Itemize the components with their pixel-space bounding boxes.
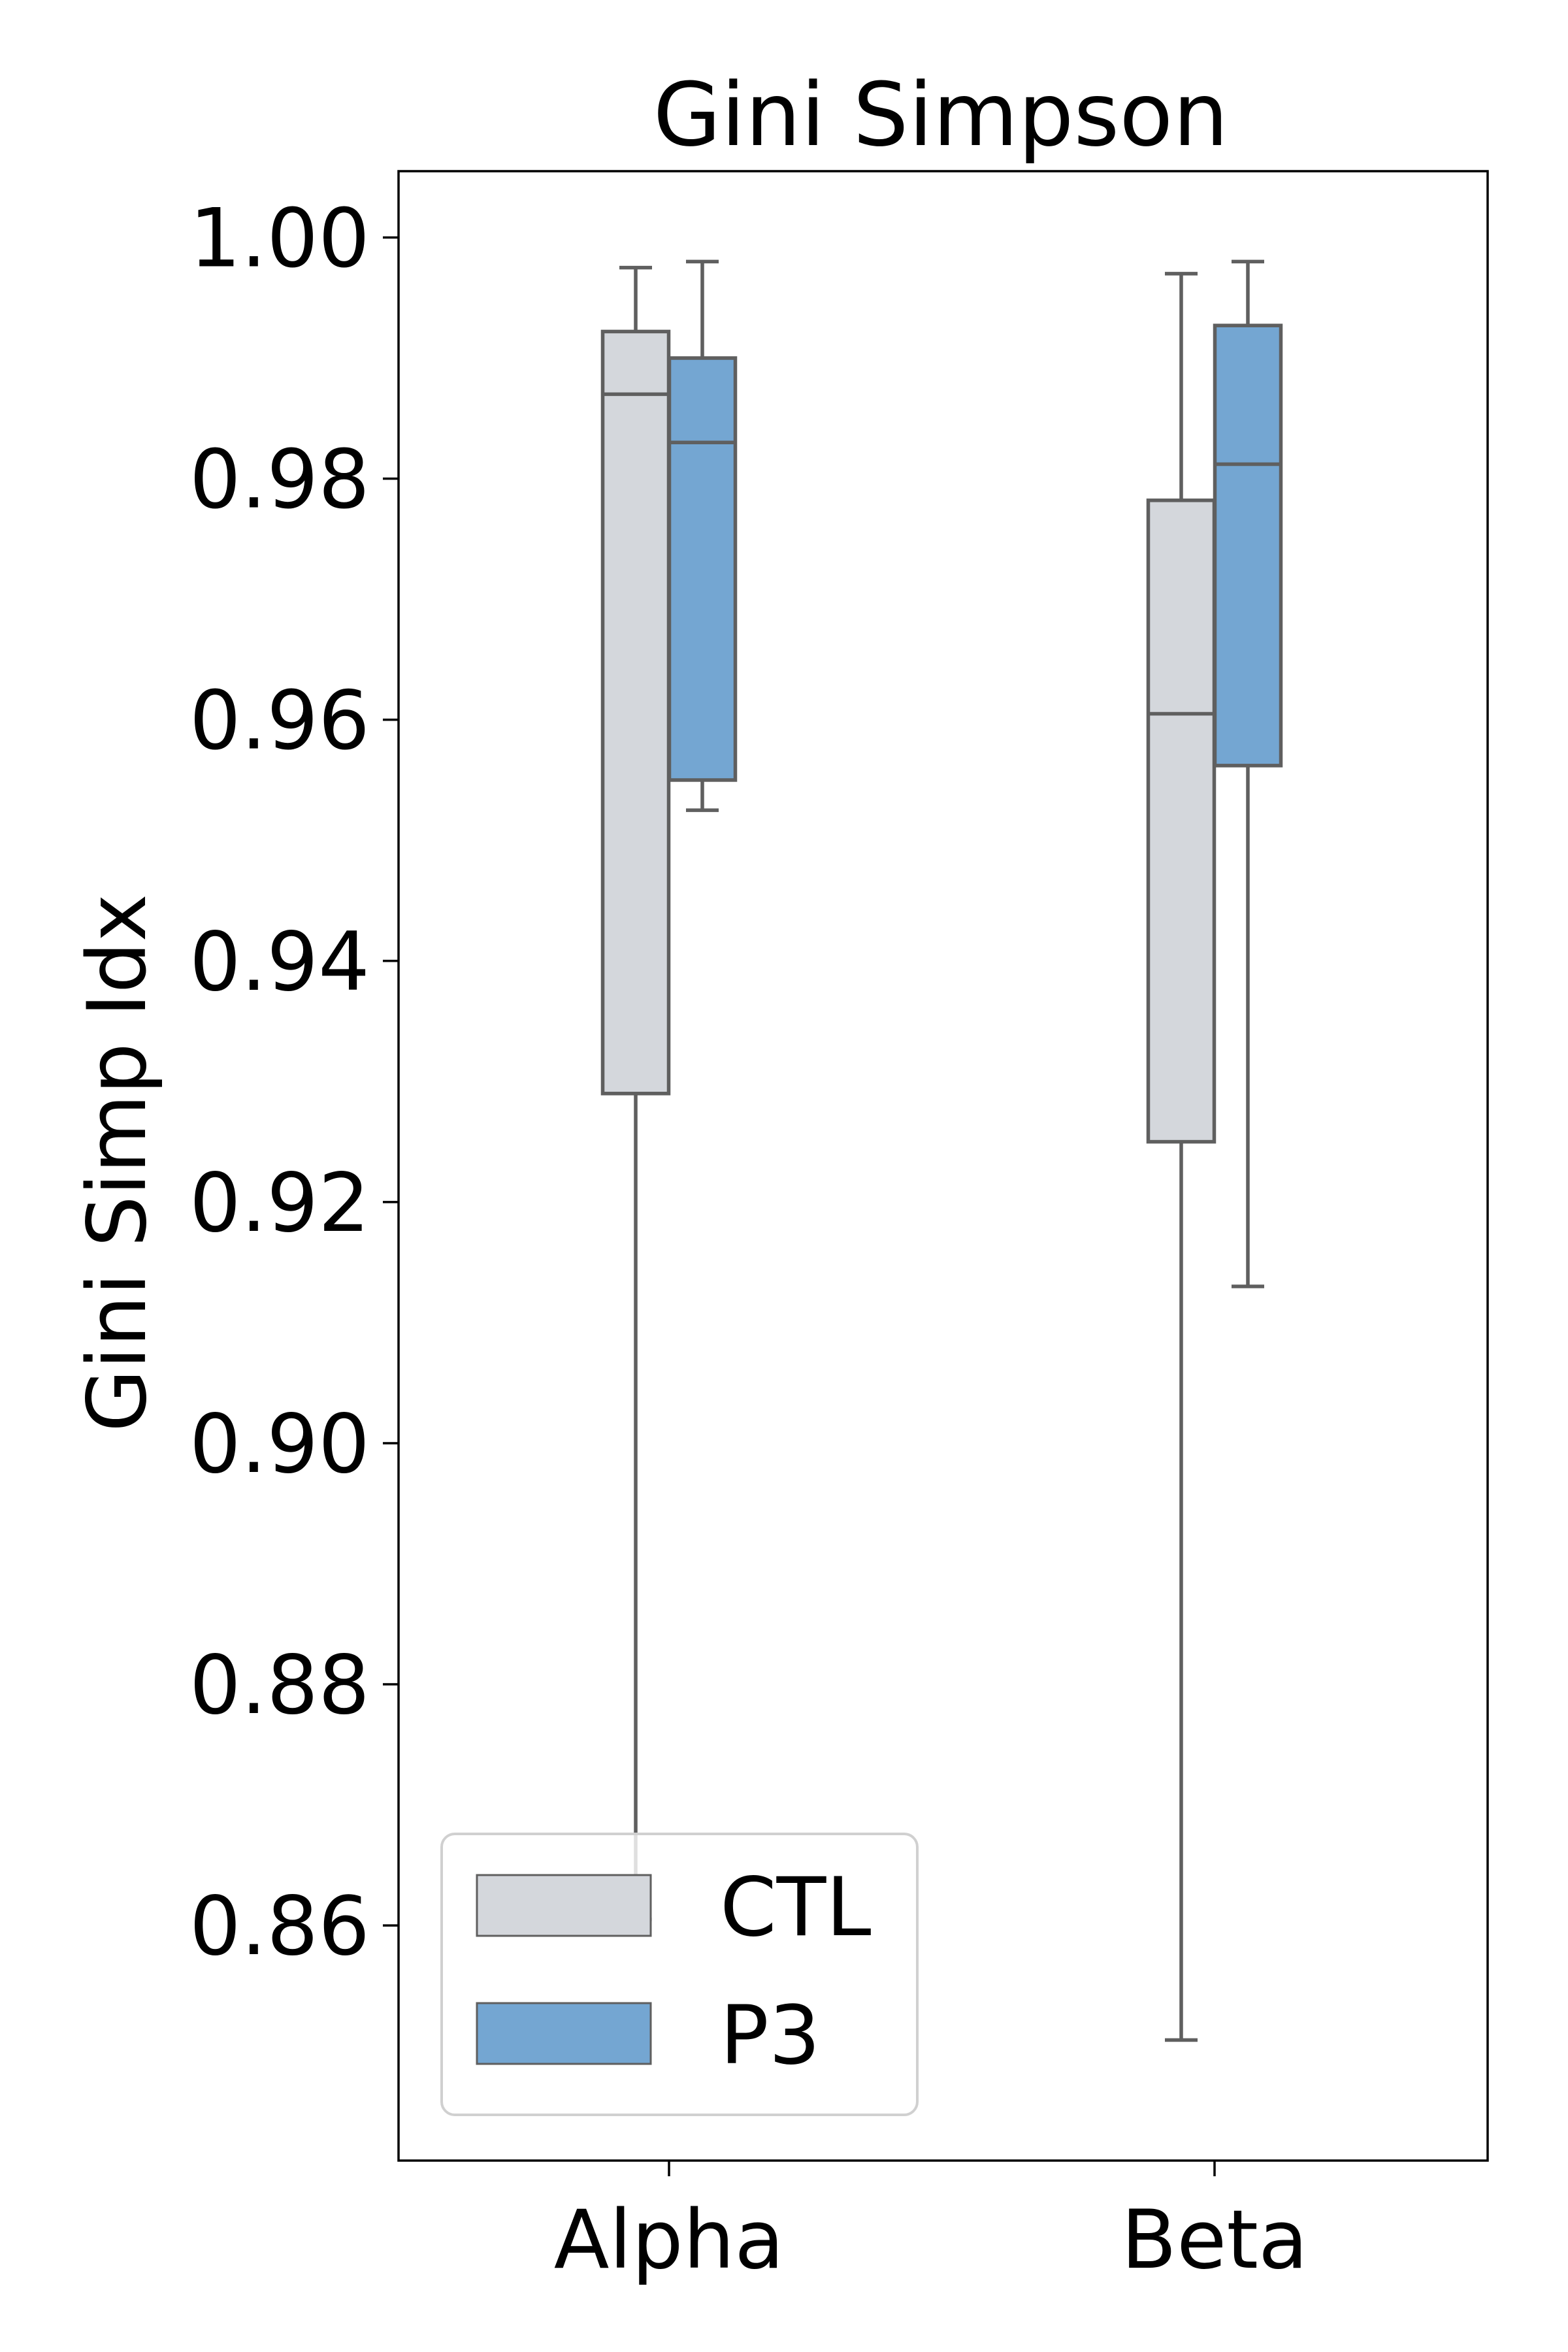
y-tick-label: 0.98 bbox=[189, 433, 370, 527]
legend-swatch-ctl bbox=[476, 1874, 652, 1937]
y-tick-label: 0.92 bbox=[189, 1156, 370, 1250]
plot-frame bbox=[397, 170, 1489, 2162]
chart-title: Gini Simpson bbox=[653, 64, 1228, 166]
y-axis-label: Gini Simp Idx bbox=[71, 894, 165, 1432]
x-axis-ticks: Alpha Beta bbox=[554, 2161, 1308, 2287]
box-body bbox=[1213, 323, 1283, 768]
box-body bbox=[1146, 498, 1217, 1144]
box-body bbox=[667, 356, 738, 782]
legend-swatch-p3 bbox=[476, 2002, 652, 2065]
y-tick-label: 0.90 bbox=[189, 1397, 370, 1492]
x-tick-label: Alpha bbox=[554, 2193, 785, 2287]
box-body bbox=[600, 329, 671, 1096]
box-p3-alpha bbox=[667, 259, 738, 812]
y-tick-label: 0.94 bbox=[189, 915, 370, 1009]
plot-area bbox=[600, 259, 1283, 2042]
legend: CTL P3 bbox=[440, 1833, 919, 2116]
y-tick-label: 0.96 bbox=[189, 674, 370, 768]
y-tick-label: 0.86 bbox=[189, 1880, 370, 1974]
legend-label-p3: P3 bbox=[720, 1989, 821, 2083]
y-axis-ticks: 0.86 0.88 0.90 0.92 0.94 0.96 0.98 1.00 bbox=[189, 192, 399, 1974]
box-p3-beta bbox=[1213, 259, 1283, 1288]
x-tick-label: Beta bbox=[1121, 2193, 1308, 2287]
box-ctl-alpha bbox=[600, 265, 671, 1921]
legend-label-ctl: CTL bbox=[720, 1861, 871, 1955]
box-ctl-beta bbox=[1146, 272, 1217, 2042]
y-tick-label: 0.88 bbox=[189, 1639, 370, 1733]
y-tick-label: 1.00 bbox=[189, 192, 370, 286]
